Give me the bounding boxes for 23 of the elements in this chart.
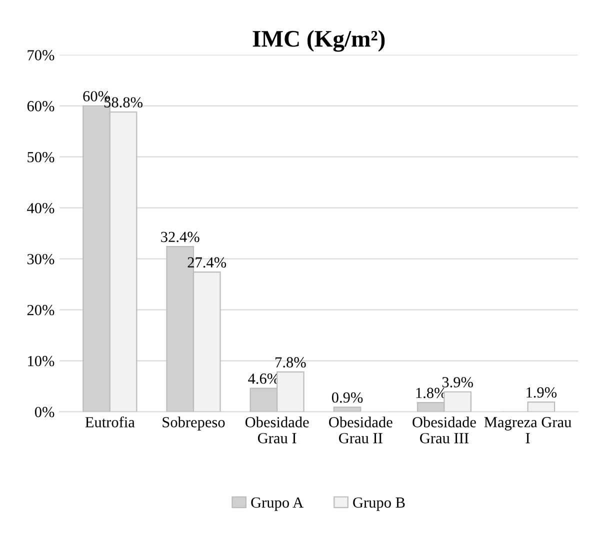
y-tick-label: 60% <box>27 101 54 112</box>
data-label: 3.9% <box>442 377 473 388</box>
y-tick-label: 70% <box>28 50 54 60</box>
x-tick-label: Sobrepeso <box>162 416 225 430</box>
y-tick-label: 30% <box>27 254 54 264</box>
data-label: 7.8% <box>276 357 306 368</box>
y-tick-label: 40% <box>27 202 54 214</box>
x-tick-label: Obesidade Grau I <box>245 416 309 444</box>
y-tick-label: 20% <box>27 304 54 316</box>
data-label: 0.9% <box>332 392 363 403</box>
y-tick-label: 50% <box>28 152 54 162</box>
data-label: 1.9% <box>526 387 557 398</box>
chart-title: IMC (Kg/m²) <box>252 30 385 52</box>
data-label: 27.4% <box>188 257 226 268</box>
x-tick-label: Eutrofia <box>85 416 135 428</box>
y-tick-label: 0% <box>34 406 54 418</box>
data-label: 32.4% <box>161 232 200 242</box>
legend-label: Grupo A <box>251 497 304 511</box>
y-tick-label: 10% <box>28 356 54 366</box>
legend-label: Grupo B <box>353 497 405 511</box>
x-tick-label: Obesidade Grau III <box>412 416 476 444</box>
x-tick-label: Magreza Grau I <box>484 417 572 444</box>
x-tick-label: Obesidade Grau II <box>329 416 392 444</box>
